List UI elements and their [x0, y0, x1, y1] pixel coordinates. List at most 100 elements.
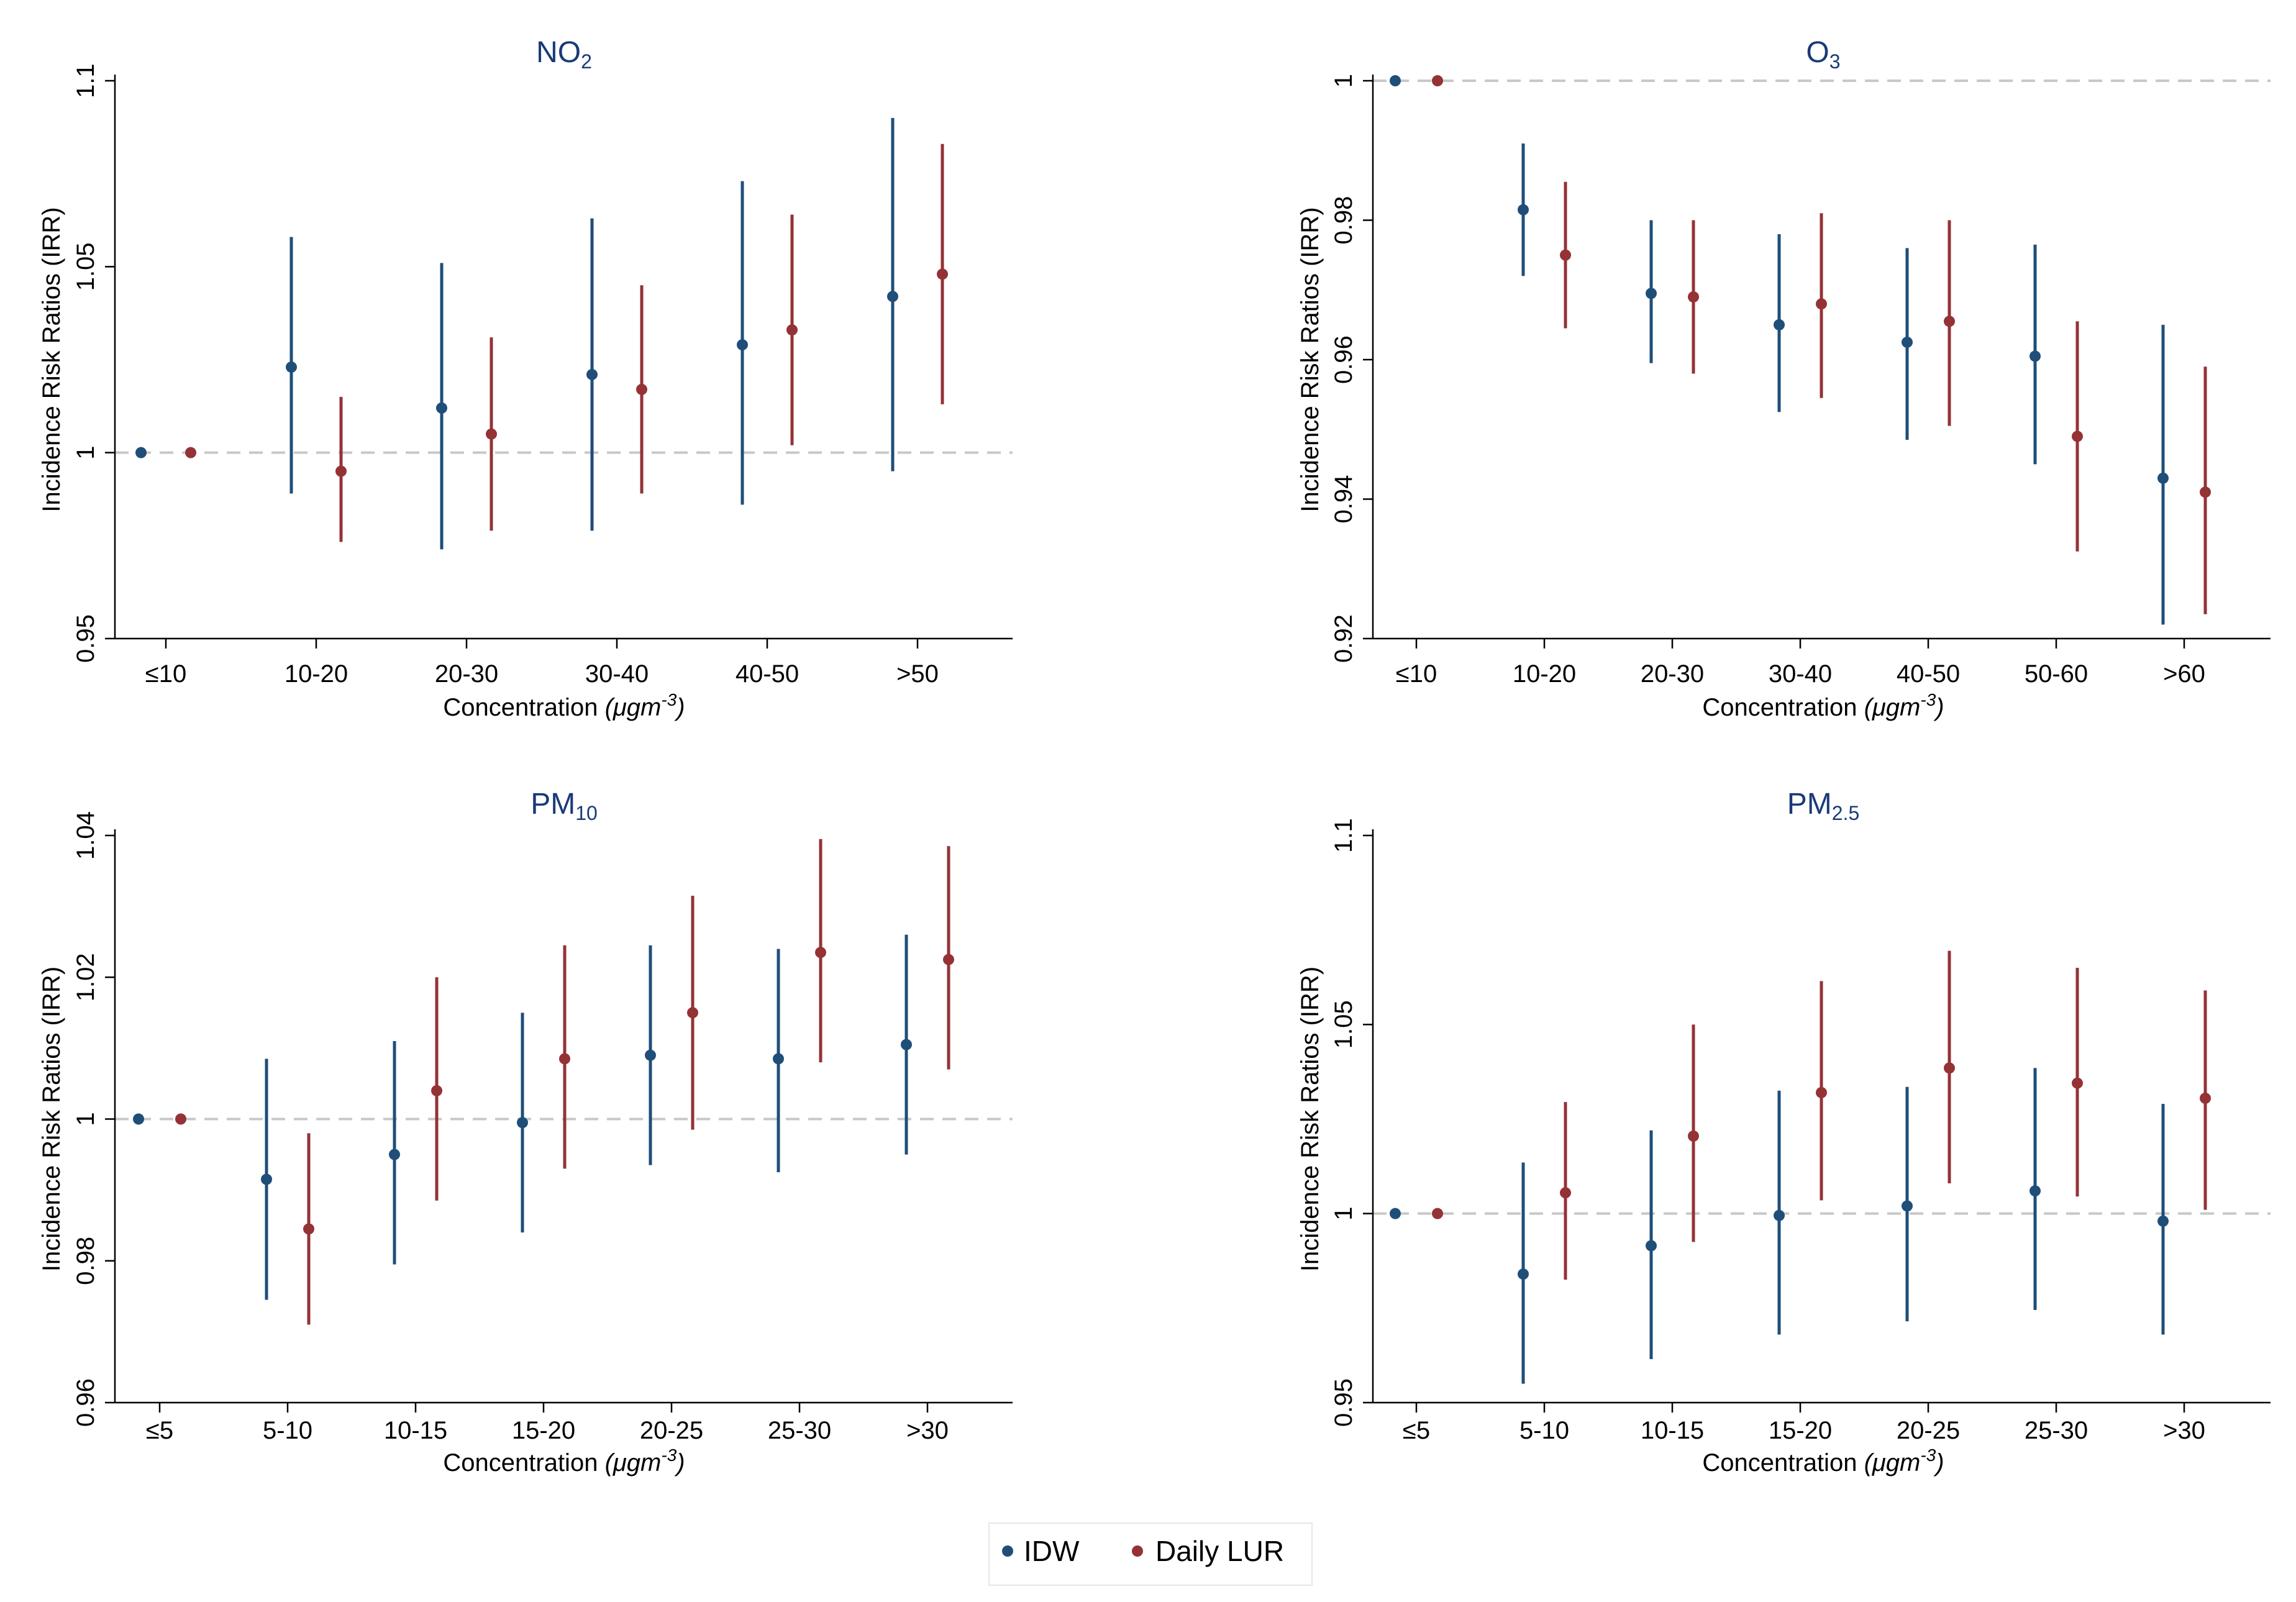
chart-panel-1: NO2 0.95 1 1.05 1.1 Incidence Risk Ratios (IR… [38, 36, 1013, 721]
point-idw [135, 447, 147, 458]
series-idw [135, 117, 898, 550]
legend-label-idw: IDW [1024, 1535, 1080, 1567]
x-axis-label-unit: (μgm [1864, 1449, 1921, 1477]
chart-panel-2: O3 0.92 0.94 0.96 0.98 1 Incidence Risk Ratios… [1296, 36, 2271, 721]
legend-marker-idw [1002, 1545, 1013, 1557]
point-lur [431, 1085, 442, 1096]
series-lur [175, 839, 954, 1325]
point-lur [1944, 316, 1955, 327]
x-axis-label-unit-superscript: -3 [1920, 690, 1936, 709]
x-axis-label-unit-superscript: -3 [661, 1445, 676, 1465]
point-idw [773, 1053, 784, 1065]
x-tick-label: ≤5 [1403, 1417, 1430, 1444]
y-tick-label: 0.98 [72, 1237, 99, 1285]
legend-item-lur: Daily LUR [1132, 1535, 1284, 1567]
series-lur [1432, 75, 2211, 614]
point-idw [737, 339, 748, 351]
series-idw [1390, 1068, 2169, 1384]
point-idw [2157, 1215, 2169, 1227]
point-idw [436, 402, 447, 414]
y-tick-label: 0.95 [72, 614, 99, 663]
chart-title: PM2.5 [1787, 788, 1859, 824]
point-idw [586, 368, 598, 380]
x-tick-label: >30 [906, 1417, 949, 1444]
point-idw [286, 361, 297, 373]
x-axis-label-text: Concentration [443, 694, 598, 721]
y-axis-label: Incidence Risk Ratios (IRR) [38, 207, 65, 512]
x-tick-label: ≤5 [146, 1417, 173, 1444]
point-lur [2072, 1077, 2083, 1089]
point-idw [1390, 75, 1401, 86]
x-axis-label-space [598, 1449, 604, 1477]
x-tick-label: >60 [2163, 660, 2205, 688]
point-lur [943, 953, 954, 965]
x-tick-label: ≤10 [1396, 660, 1437, 688]
legend: IDW Daily LUR [988, 1522, 1313, 1586]
legend-item-idw: IDW [1002, 1535, 1080, 1567]
point-lur [185, 447, 196, 458]
point-lur [175, 1113, 186, 1125]
x-tick-label: 25-30 [768, 1417, 831, 1444]
point-idw [517, 1117, 528, 1129]
x-tick-label: 10-20 [1513, 660, 1576, 688]
point-lur [1560, 1187, 1571, 1199]
x-axis-label-space [598, 694, 604, 721]
point-idw [1902, 1200, 1913, 1212]
point-idw [2030, 350, 2041, 362]
chart-title-main: NO [536, 36, 581, 69]
x-axis-label-space [1857, 1449, 1864, 1477]
series-idw [133, 934, 912, 1300]
x-axis-label-text: Concentration [1702, 694, 1857, 721]
point-lur [1432, 75, 1443, 86]
point-idw [1774, 319, 1785, 330]
point-idw [1774, 1209, 1785, 1221]
x-tick-label: 10-20 [285, 660, 348, 688]
x-axis-label: Concentration (μgm-3) [443, 1445, 685, 1477]
x-tick-label: >30 [2163, 1417, 2205, 1444]
x-axis-label-space [1857, 694, 1864, 721]
x-tick-label: 40-50 [736, 660, 799, 688]
y-tick-label: 1 [72, 446, 99, 460]
point-lur [2072, 430, 2083, 442]
y-axis-label: Incidence Risk Ratios (IRR) [1296, 207, 1324, 512]
point-lur [786, 324, 798, 336]
series-lur [1432, 950, 2211, 1280]
chart-panel-4: PM2.5 0.95 1 1.05 1.1 Incidence Risk Ratios (… [1296, 788, 2271, 1477]
x-axis-label-unit-close: ) [674, 694, 685, 721]
x-axis-label-unit-close: ) [1933, 694, 1944, 721]
point-lur [815, 947, 826, 958]
chart-title: NO2 [536, 36, 592, 73]
x-tick-label: 5-10 [1519, 1417, 1569, 1444]
chart-panel-3: PM10 0.96 0.98 1 1.02 1.04 Incidence Risk Rati… [38, 788, 1013, 1477]
y-tick-label: 0.96 [1330, 335, 1357, 384]
y-tick-label: 1 [72, 1112, 99, 1126]
x-axis-label-unit-superscript: -3 [661, 690, 676, 709]
point-idw [1390, 1208, 1401, 1219]
x-axis-label-unit: (μgm [1864, 694, 1921, 721]
legend-label-lur: Daily LUR [1155, 1535, 1284, 1567]
y-tick-label: 0.94 [1330, 475, 1357, 524]
point-lur [335, 465, 347, 477]
x-axis-label-text: Concentration [443, 1449, 598, 1477]
point-idw [133, 1113, 144, 1125]
y-axis-label: Incidence Risk Ratios (IRR) [38, 967, 65, 1272]
point-idw [887, 291, 898, 303]
y-tick-label: 1.1 [1330, 818, 1357, 853]
x-tick-label: ≤10 [145, 660, 186, 688]
point-idw [261, 1173, 272, 1185]
point-lur [559, 1053, 570, 1065]
x-axis-label-text: Concentration [1702, 1449, 1857, 1477]
point-idw [1518, 1268, 1529, 1280]
x-tick-label: 20-30 [435, 660, 498, 688]
point-idw [645, 1049, 656, 1061]
x-tick-label: 20-25 [1897, 1417, 1960, 1444]
chart-title: O3 [1806, 36, 1840, 73]
chart-title-subscript: 10 [575, 802, 598, 824]
x-axis-label-unit: (μgm [605, 694, 662, 721]
y-tick-label: 1.1 [72, 63, 99, 98]
chart-title-subscript: 3 [1829, 50, 1841, 73]
point-lur [1560, 249, 1571, 261]
x-axis-label-unit-superscript: -3 [1920, 1445, 1936, 1465]
chart-title: PM10 [531, 788, 598, 824]
